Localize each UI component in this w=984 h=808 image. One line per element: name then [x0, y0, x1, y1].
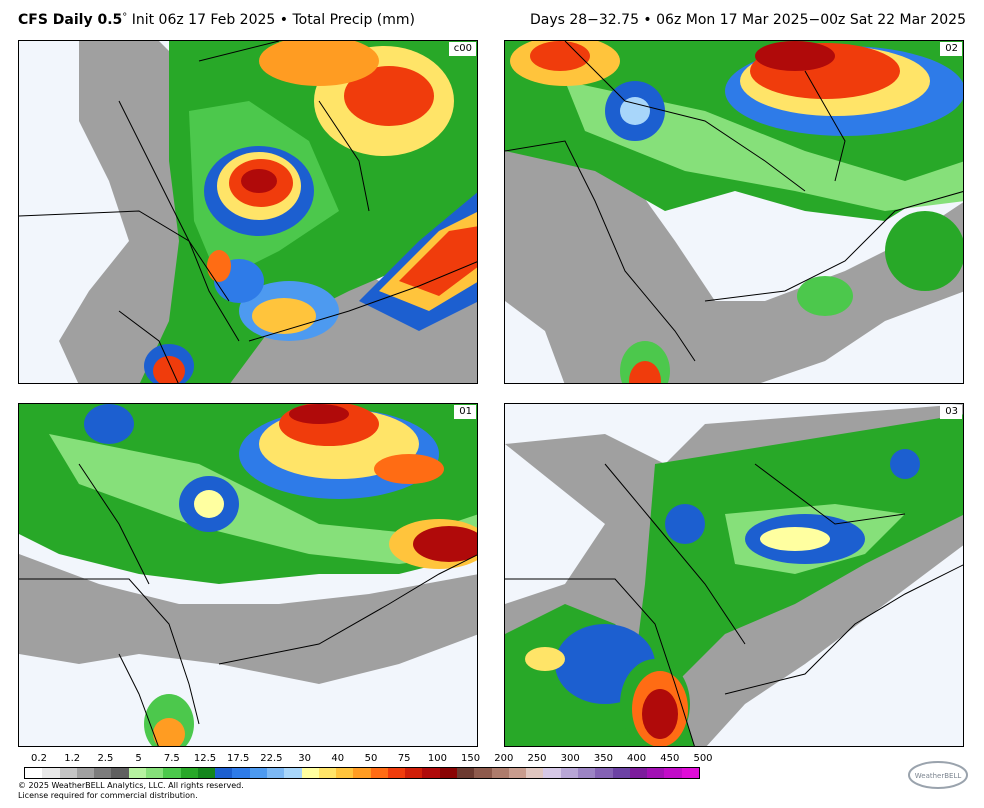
- valid-period: Days 28−32.75 • 06z Mon 17 Mar 2025−00z …: [529, 12, 966, 28]
- legend-swatch: [387, 768, 406, 778]
- chart-title: CFS Daily 0.5° Init 06z 17 Feb 2025 • To…: [18, 12, 415, 28]
- legend-swatch: [94, 768, 112, 778]
- legend-swatch: [301, 768, 319, 778]
- legend-label: 400: [627, 753, 647, 764]
- legend-swatch: [111, 768, 129, 778]
- map-panel-03: 03: [504, 403, 964, 747]
- legend-swatch: [439, 768, 458, 778]
- legend-swatch: [197, 768, 216, 778]
- map-panel-02: 02: [504, 40, 964, 384]
- legend-swatch: [491, 768, 509, 778]
- legend-swatch: [560, 768, 578, 778]
- legend-swatch: [59, 768, 77, 778]
- legend-swatch: [457, 768, 475, 778]
- precip-map-02: [505, 41, 963, 383]
- legend-label: 5: [135, 753, 142, 764]
- legend-swatch: [629, 768, 648, 778]
- copyright: © 2025 WeatherBELL Analytics, LLC. All r…: [18, 781, 244, 801]
- precip-map-03: [505, 404, 963, 746]
- map-panel-c00: c00: [18, 40, 478, 384]
- copyright-line: © 2025 WeatherBELL Analytics, LLC. All r…: [18, 781, 244, 790]
- legend-swatch: [318, 768, 337, 778]
- legend-swatch: [180, 768, 198, 778]
- legend-label: 22.5: [260, 753, 283, 764]
- legend-swatch: [266, 768, 285, 778]
- legend-label: 100: [427, 753, 447, 764]
- legend-swatch: [647, 768, 665, 778]
- legend-label: 200: [494, 753, 514, 764]
- legend-label: 300: [560, 753, 580, 764]
- legend-swatch: [128, 768, 146, 778]
- member-label: 01: [454, 405, 476, 419]
- legend-swatch: [578, 768, 596, 778]
- legend-swatch: [215, 768, 233, 778]
- legend-swatch: [664, 768, 682, 778]
- init-info: Init 06z 17 Feb 2025 • Total Precip (mm): [131, 12, 415, 28]
- legend-swatch: [284, 768, 302, 778]
- logo-text: WeatherBELL: [915, 772, 962, 780]
- legend-label: 75: [397, 753, 411, 764]
- model-name: CFS Daily 0.5: [18, 12, 123, 28]
- legend-swatch: [353, 768, 371, 778]
- license-line: License required for commercial distribu…: [18, 791, 198, 800]
- legend-label: 40: [331, 753, 345, 764]
- legend-label: 50: [364, 753, 378, 764]
- legend-swatch: [612, 768, 630, 778]
- legend-swatch: [145, 768, 164, 778]
- legend-swatch: [25, 768, 43, 778]
- legend-swatch: [336, 768, 354, 778]
- legend-swatch: [232, 768, 250, 778]
- map-panel-01: 01: [18, 403, 478, 747]
- precip-map-c00: [19, 41, 477, 383]
- legend-labels: 0.2 1.2 2.5 5 7.5 12.5 17.5 22.5 30 40 50 75 100 150 2…: [18, 753, 713, 767]
- legend-swatch: [163, 768, 181, 778]
- member-label: 02: [940, 42, 962, 56]
- legend-label: 12.5: [193, 753, 217, 764]
- legend-label: 350: [593, 753, 613, 764]
- legend-swatch: [526, 768, 544, 778]
- legend-label: 2.5: [97, 753, 114, 764]
- legend-swatch: [370, 768, 388, 778]
- legend-swatch: [543, 768, 561, 778]
- legend-swatch: [595, 768, 613, 778]
- legend-swatch: [76, 768, 95, 778]
- legend-swatch: [42, 768, 60, 778]
- legend-swatch: [508, 768, 527, 778]
- weatherbell-logo-icon: WeatherBELL: [908, 761, 968, 789]
- legend-label: 500: [693, 753, 713, 764]
- legend-label: 17.5: [227, 753, 250, 764]
- legend-label: 30: [298, 753, 311, 764]
- legend-swatch: [474, 768, 492, 778]
- legend-label: 1.2: [64, 753, 81, 764]
- legend-label: 450: [660, 753, 680, 764]
- member-label: 03: [940, 405, 962, 419]
- legend-label: 0.2: [31, 753, 47, 764]
- legend-label: 250: [527, 753, 547, 764]
- legend-swatch: [405, 768, 423, 778]
- legend-swatch: [681, 768, 699, 778]
- degree-symbol: °: [122, 12, 128, 23]
- member-label: c00: [448, 42, 476, 56]
- legend-label: 7.5: [163, 753, 180, 764]
- legend-swatch: [249, 768, 267, 778]
- precip-map-01: [19, 404, 477, 746]
- legend-swatch: [422, 768, 440, 778]
- color-legend: [24, 767, 700, 779]
- legend-label: 150: [461, 753, 481, 764]
